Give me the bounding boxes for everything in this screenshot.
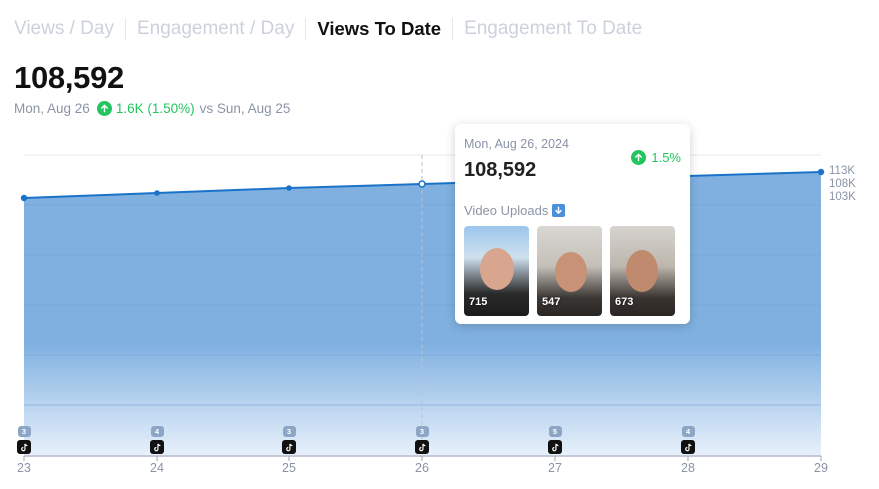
y-axis-label: 103K: [829, 191, 856, 203]
tab-engagement-per-day[interactable]: Engagement / Day: [136, 18, 295, 39]
thumbnail-image: [555, 252, 587, 292]
tooltip-value: 108,592: [464, 159, 537, 181]
tiktok-icon: [681, 440, 695, 454]
tab-views-to-date[interactable]: Views To Date: [317, 18, 442, 39]
upload-count-badge: 4: [681, 426, 695, 437]
upload-count-badge: 3: [415, 426, 429, 437]
x-axis-label: 25: [282, 461, 296, 475]
upload-marker[interactable]: 4: [150, 426, 164, 454]
summary-comparison: vs Sun, Aug 25: [199, 101, 291, 116]
total-views-value: 108,592: [14, 60, 124, 95]
upload-marker[interactable]: 3: [17, 426, 31, 454]
tab-divider: [452, 18, 454, 40]
thumbnail-image: [480, 248, 514, 290]
video-view-count: 547: [542, 296, 561, 308]
tiktok-icon: [548, 440, 562, 454]
y-axis-label: 108K: [829, 178, 856, 190]
tooltip-date: Mon, Aug 26, 2024: [464, 137, 569, 151]
tab-engagement-to-date[interactable]: Engagement To Date: [464, 18, 643, 39]
tiktok-icon: [17, 440, 31, 454]
upload-marker[interactable]: 3: [415, 426, 429, 454]
video-uploads-heading: Video Uploads: [464, 203, 566, 218]
tiktok-icon: [282, 440, 296, 454]
tooltip-change: 1.5%: [631, 150, 681, 165]
arrow-up-icon: [631, 150, 647, 165]
video-thumbnails: 715 547 673: [464, 226, 675, 316]
video-view-count: 673: [615, 296, 634, 308]
x-axis-label: 28: [681, 461, 695, 475]
tooltip-change-value: 1.5%: [651, 150, 681, 165]
metric-tabs: Views / Day Engagement / Day Views To Da…: [14, 16, 642, 42]
upload-count-badge: 5: [548, 426, 562, 437]
video-uploads-label: Video Uploads: [464, 203, 549, 218]
video-thumbnail[interactable]: 673: [610, 226, 675, 316]
upload-count-badge: 4: [150, 426, 164, 437]
tab-divider: [124, 18, 126, 40]
summary-change: 1.6K (1.50%): [115, 101, 195, 116]
x-axis-label: 26: [415, 461, 429, 475]
summary-date: Mon, Aug 26: [14, 101, 90, 116]
x-axis-label: 29: [814, 461, 828, 475]
y-axis-label: 113K: [829, 165, 856, 177]
upload-count-badge: 3: [17, 426, 31, 437]
tab-views-per-day[interactable]: Views / Day: [14, 18, 114, 39]
video-thumbnail[interactable]: 547: [537, 226, 602, 316]
summary-change-line: Mon, Aug 26 1.6K (1.50%) vs Sun, Aug 25: [14, 101, 290, 116]
tiktok-icon: [415, 440, 429, 454]
upload-marker[interactable]: 5: [548, 426, 562, 454]
upload-marker[interactable]: 3: [282, 426, 296, 454]
x-axis-label: 23: [17, 461, 31, 475]
down-arrow-icon: [552, 204, 566, 217]
upload-count-badge: 3: [282, 426, 296, 437]
video-thumbnail[interactable]: 715: [464, 226, 529, 316]
video-view-count: 715: [469, 296, 488, 308]
chart-tooltip: Mon, Aug 26, 2024 108,592 1.5% Video Upl…: [455, 124, 690, 324]
upload-marker[interactable]: 4: [681, 426, 695, 454]
x-axis-label: 24: [150, 461, 164, 475]
thumbnail-image: [626, 250, 658, 292]
tab-divider: [305, 18, 307, 40]
arrow-up-icon: [96, 101, 112, 116]
tiktok-icon: [150, 440, 164, 454]
x-axis-label: 27: [548, 461, 562, 475]
